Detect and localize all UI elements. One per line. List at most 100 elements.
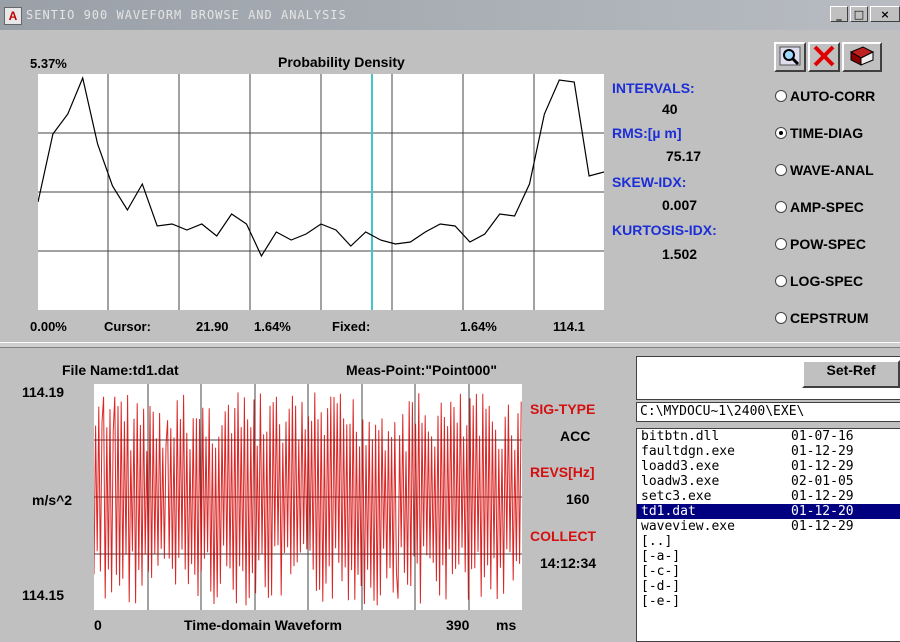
wave-ymin-label: 114.15 [22, 587, 65, 603]
radio-dot-icon [775, 275, 787, 287]
radio-cepstrum[interactable]: CEPSTRUM [775, 310, 869, 326]
radio-time-diag[interactable]: TIME-DIAG [775, 125, 863, 141]
density-ymax-label: 5.37% [30, 56, 67, 71]
radio-dot-icon [775, 90, 787, 102]
file-list-item[interactable]: [-d-] [637, 579, 900, 594]
stat-intervals-value: 40 [662, 101, 678, 117]
sig-type-label: SIG-TYPE [530, 401, 596, 417]
collect-label: COLLECT [530, 528, 597, 544]
cursor-percent: 1.64% [254, 319, 291, 334]
book-icon [849, 46, 875, 66]
file-list-item[interactable]: [-c-] [637, 564, 900, 579]
radio-label: AMP-SPEC [790, 199, 864, 215]
radio-dot-icon [775, 127, 787, 139]
file-date: 02-01-05 [791, 474, 854, 489]
file-date: 01-12-29 [791, 444, 854, 459]
cursor-label: Cursor: [104, 319, 151, 334]
minimize-button[interactable]: _ [830, 6, 848, 22]
file-list-item[interactable]: waveview.exe 01-12-29 [637, 519, 900, 534]
revs-value: 160 [566, 491, 590, 507]
radio-label: LOG-SPEC [790, 273, 864, 289]
file-list-item[interactable]: td1.dat 01-12-20 [637, 504, 900, 519]
file-name: loadw3.exe [641, 474, 720, 489]
close-button[interactable]: × [870, 6, 900, 22]
file-list-item[interactable]: [-e-] [637, 594, 900, 609]
file-name: [..] [641, 534, 673, 549]
file-name: [-e-] [641, 594, 681, 609]
file-date: 01-12-29 [791, 459, 854, 474]
radio-pow-spec[interactable]: POW-SPEC [775, 236, 866, 252]
density-plot[interactable] [38, 74, 604, 310]
density-xmin-label: 0.00% [30, 319, 67, 334]
file-name: faultdgn.exe [641, 444, 735, 459]
radio-label: AUTO-CORR [790, 88, 876, 104]
radio-label: TIME-DIAG [790, 125, 864, 141]
wave-xmax-label: 390 [446, 617, 470, 633]
delete-button[interactable] [808, 42, 840, 72]
file-list-item[interactable]: faultdgn.exe 01-12-29 [637, 444, 900, 459]
radio-label: WAVE-ANAL [790, 162, 874, 178]
maximize-button[interactable]: □ [850, 6, 868, 22]
stat-skew-value: 0.007 [662, 197, 698, 213]
file-name: [-c-] [641, 564, 681, 579]
title-bar: A SENTIO 900 WAVEFORM BROWSE AND ANALYSI… [0, 0, 900, 30]
radio-dot-icon [775, 201, 787, 213]
file-list-item[interactable]: loadw3.exe 02-01-05 [637, 474, 900, 489]
radio-log-spec[interactable]: LOG-SPEC [775, 273, 863, 289]
density-xmax-label: 114.1 [553, 319, 585, 334]
radio-dot-icon [775, 312, 787, 324]
stat-kurtosis-label: KURTOSIS-IDX: [612, 222, 717, 238]
file-list[interactable]: bitbtn.dll 01-07-16 faultdgn.exe 01-12-29 lo… [636, 428, 900, 642]
file-name: [-a-] [641, 549, 681, 564]
radio-amp-spec[interactable]: AMP-SPEC [775, 199, 864, 215]
collect-value: 14:12:34 [540, 555, 597, 571]
wave-xtitle: Time-domain Waveform [184, 617, 342, 633]
stat-skew-label: SKEW-IDX: [612, 174, 687, 190]
file-name: [-d-] [641, 579, 681, 594]
radio-dot-icon [775, 164, 787, 176]
file-list-item[interactable]: setc3.exe 01-12-29 [637, 489, 900, 504]
density-title: Probability Density [278, 54, 405, 70]
radio-wave-anal[interactable]: WAVE-ANAL [775, 162, 874, 178]
file-list-item[interactable]: [-a-] [637, 549, 900, 564]
fixed-label: Fixed: [332, 319, 371, 334]
window-title: SENTIO 900 WAVEFORM BROWSE AND ANALYSIS [26, 8, 347, 22]
file-list-item[interactable]: loadd3.exe 01-12-29 [637, 459, 900, 474]
wave-xmin-label: 0 [94, 617, 102, 633]
density-grid [38, 74, 604, 310]
stat-intervals-label: INTERVALS: [612, 80, 695, 96]
stat-rms-label: RMS:[µ m] [612, 125, 682, 141]
book-button[interactable] [842, 42, 882, 72]
sig-type-value: ACC [560, 428, 591, 444]
file-name: td1.dat [641, 504, 696, 519]
fixed-percent: 1.64% [460, 319, 497, 334]
radio-label: POW-SPEC [790, 236, 866, 252]
stat-rms-value: 75.17 [666, 148, 702, 164]
zoom-button[interactable] [774, 42, 806, 72]
file-name-label: File Name:td1.dat [62, 362, 179, 378]
file-name: setc3.exe [641, 489, 712, 504]
radio-dot-icon [775, 238, 787, 250]
wave-unit-label: m/s^2 [32, 492, 73, 508]
waveform-plot[interactable] [94, 384, 522, 610]
file-list-item[interactable]: [..] [637, 534, 900, 549]
file-list-item[interactable]: bitbtn.dll 01-07-16 [637, 429, 900, 444]
app-icon: A [4, 7, 22, 25]
revs-label: REVS[Hz] [530, 464, 595, 480]
panel-divider [0, 342, 900, 348]
wave-xunit-label: ms [496, 617, 517, 633]
path-field[interactable]: C:\MYDOCU~1\2400\EXE\ [636, 402, 900, 422]
file-date: 01-12-29 [791, 489, 854, 504]
wave-ymax-label: 114.19 [22, 384, 65, 400]
file-date: 01-12-29 [791, 519, 854, 534]
magnifier-icon [779, 46, 801, 66]
radio-auto-corr[interactable]: AUTO-CORR [775, 88, 875, 104]
radio-label: CEPSTRUM [790, 310, 869, 326]
waveform-trace [94, 392, 522, 606]
density-curve [38, 76, 604, 258]
file-date: 01-12-20 [791, 504, 854, 519]
red-x-icon [813, 45, 835, 67]
meas-point-label: Meas-Point:"Point000" [346, 362, 497, 378]
set-ref-button[interactable]: Set-Ref [802, 360, 900, 388]
stat-kurtosis-value: 1.502 [662, 246, 698, 262]
